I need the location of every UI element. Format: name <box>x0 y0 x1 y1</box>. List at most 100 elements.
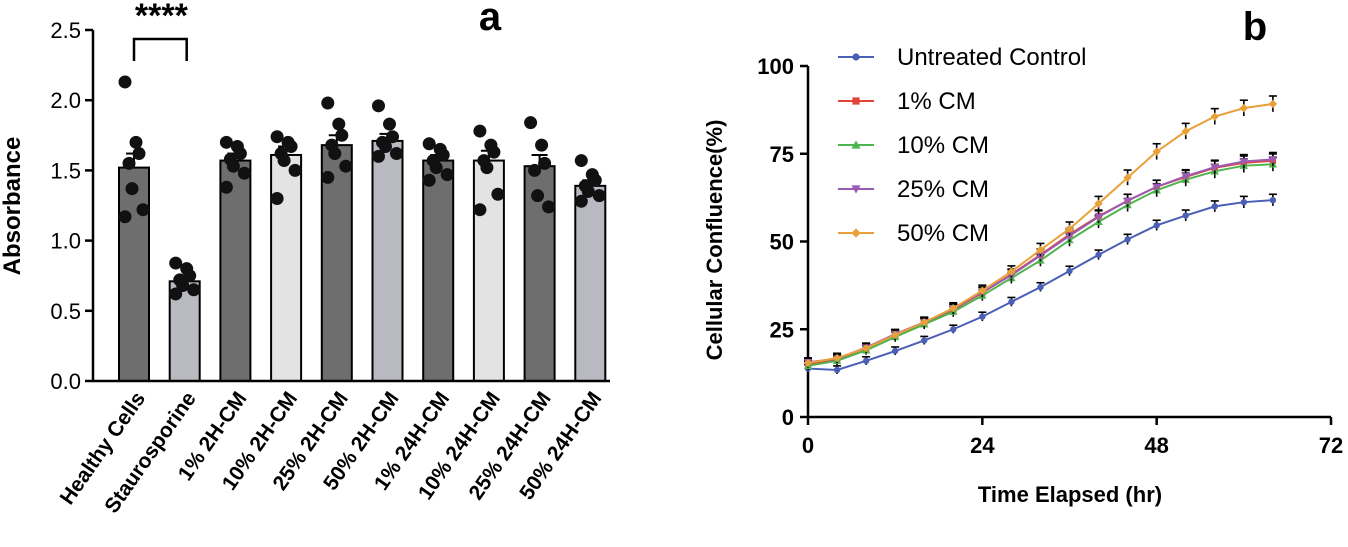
series-marker <box>1066 267 1073 275</box>
data-point <box>219 180 233 194</box>
legend-label: 10% CM <box>897 132 989 159</box>
data-point <box>429 161 443 175</box>
series-marker <box>851 140 861 149</box>
series-marker <box>1094 199 1103 208</box>
series-marker <box>1095 251 1102 259</box>
series-marker <box>891 347 899 355</box>
panel-b-x-ticks: 0 24 48 72 <box>802 417 1343 458</box>
data-point <box>588 173 602 187</box>
data-point <box>219 135 233 149</box>
series-marker <box>851 185 861 194</box>
series-marker <box>851 228 861 238</box>
data-point <box>528 163 542 177</box>
x-tick-label: 0 <box>802 433 814 458</box>
significance-label: **** <box>135 0 189 35</box>
legend-item: Untreated Control <box>838 44 1086 71</box>
data-point <box>183 269 197 283</box>
series-marker <box>1268 156 1278 164</box>
series-untreated-control <box>804 193 1277 375</box>
data-point <box>335 128 349 142</box>
series-marker <box>1008 298 1015 306</box>
series-marker <box>1065 232 1074 241</box>
series-error-bars <box>804 156 1277 371</box>
x-tick-label: 72 <box>1319 433 1343 458</box>
panel-a-y-ticks: 0.0 0.5 1.0 1.5 2.0 2.5 <box>50 18 93 394</box>
series-marker <box>1007 267 1016 276</box>
panel-a-data-points <box>118 75 606 301</box>
data-point <box>226 159 240 173</box>
panel-b-y-axis-title: Cellular Confluence(%) <box>702 120 727 361</box>
series-marker <box>1210 163 1219 172</box>
series-marker <box>1123 197 1132 205</box>
bar <box>118 166 150 382</box>
series-marker <box>862 357 870 365</box>
series-marker <box>1123 173 1132 182</box>
data-point <box>321 170 335 184</box>
series-marker <box>1181 127 1190 136</box>
data-point <box>187 283 201 297</box>
series-marker <box>1239 158 1249 166</box>
panel-b-chart: b Cellular Confluence(%) Time Elapsed (h… <box>702 5 1343 507</box>
data-point <box>372 149 385 163</box>
y-tick-label: 0 <box>782 405 794 430</box>
data-point <box>372 99 385 113</box>
legend-item: 50% CM <box>838 220 989 247</box>
data-point <box>386 130 399 144</box>
data-point <box>270 191 284 205</box>
data-point <box>132 147 146 161</box>
series-marker <box>1210 112 1219 121</box>
data-point <box>288 163 302 177</box>
bar <box>422 159 455 382</box>
data-point <box>237 166 251 180</box>
data-point <box>422 173 436 187</box>
y-tick-label: 100 <box>757 54 794 79</box>
panel-a-chart: a Absorbance 0.0 0.5 1.0 1.5 2.0 2.5 Healthy … <box>0 0 610 517</box>
data-point <box>440 168 454 182</box>
x-tick-label: 24 <box>970 433 995 458</box>
data-point <box>487 145 501 159</box>
data-point <box>277 154 291 168</box>
series-marker <box>1065 224 1074 234</box>
data-point <box>535 138 549 152</box>
y-tick-label: 50 <box>770 230 794 255</box>
data-point <box>328 147 342 161</box>
series-marker <box>1094 213 1103 222</box>
legend-label: 25% CM <box>897 176 989 203</box>
series-marker <box>861 344 871 353</box>
legend-label: 1% CM <box>897 88 976 115</box>
data-point <box>524 116 538 130</box>
bar <box>574 184 607 382</box>
bar <box>270 153 303 382</box>
series-marker <box>949 303 958 313</box>
bar <box>371 139 404 382</box>
data-point <box>592 189 606 203</box>
data-point <box>379 140 392 154</box>
series-marker <box>921 337 928 344</box>
data-point <box>491 187 505 201</box>
data-point <box>473 203 487 217</box>
series-marker <box>1182 212 1189 219</box>
data-point <box>270 130 284 144</box>
series-markers <box>804 196 1277 374</box>
data-point <box>542 200 556 214</box>
series-marker <box>978 286 987 295</box>
legend-item: 25% CM <box>838 176 989 203</box>
legend-item: 1% CM <box>838 88 976 115</box>
panel-b-series <box>803 95 1278 375</box>
data-point <box>321 96 335 110</box>
y-tick-label: 25 <box>770 317 794 342</box>
panel-b-legend: Untreated Control 1% CM 10% CM 25% CM 50% CM <box>838 44 1086 247</box>
y-tick-label: 75 <box>770 142 794 167</box>
data-point <box>233 147 247 161</box>
panel-b-x-axis-title: Time Elapsed (hr) <box>978 482 1162 507</box>
series-marker <box>979 313 986 320</box>
data-point <box>581 184 595 198</box>
data-point <box>136 203 150 217</box>
bar <box>219 159 252 382</box>
data-point <box>118 210 132 224</box>
series-marker <box>920 318 929 327</box>
series-marker <box>1124 236 1131 243</box>
series-marker <box>1152 183 1161 191</box>
